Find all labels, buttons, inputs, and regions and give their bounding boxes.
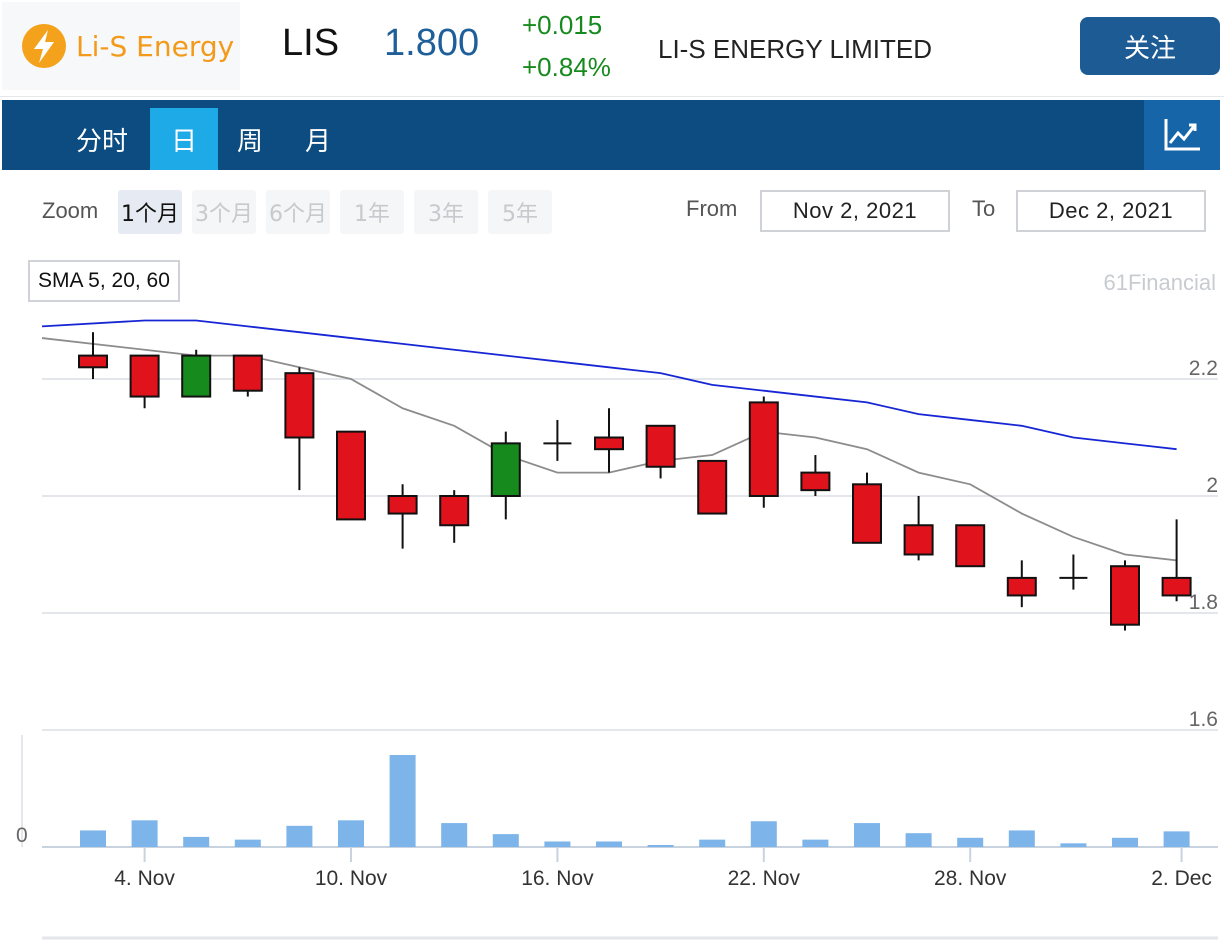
candle-body (336, 430, 366, 521)
candle-body (1006, 576, 1037, 597)
volume-bar (750, 821, 777, 847)
lightning-icon (22, 24, 66, 68)
indicator-label: SMA 5, 20, 60 (28, 260, 180, 302)
volume-bar (544, 841, 571, 847)
volume-bar (492, 834, 519, 847)
period-tabs-bar: 分时 日 周 月 (2, 100, 1220, 170)
volume-bar (389, 755, 416, 847)
y-tick-label: 2.2 (1189, 357, 1218, 380)
logo-text: Li-S Energy (76, 29, 235, 63)
volume-bar (1112, 837, 1138, 847)
zoom-5y-button[interactable]: 5年 (488, 190, 552, 234)
x-tick-label: 4. Nov (114, 867, 175, 890)
candle-body (78, 354, 108, 369)
volume-bar (338, 820, 364, 847)
tab-intraday[interactable]: 分时 (75, 126, 128, 157)
candle-body (1161, 576, 1192, 597)
x-tick-label: 10. Nov (315, 867, 388, 890)
candle-body (594, 436, 624, 451)
tab-daily[interactable]: 日 (150, 108, 218, 170)
zoom-6m-button[interactable]: 6个月 (266, 190, 330, 234)
candle-body (439, 495, 470, 527)
from-label: From (686, 196, 738, 221)
sma-long-line (41, 319, 1177, 451)
candle-body (181, 354, 212, 398)
y-tick-label: 1.8 (1189, 591, 1218, 614)
y-tick-label: 1.6 (1189, 708, 1218, 731)
to-date-input[interactable]: Dec 2, 2021 (1016, 190, 1206, 232)
candle-body (955, 524, 986, 568)
chart-credit: 61Financial (1103, 270, 1216, 295)
zoom-3m-button[interactable]: 3个月 (192, 190, 256, 234)
tab-monthly[interactable]: 月 (304, 126, 331, 157)
volume-bar (699, 839, 726, 847)
volume-bar (905, 833, 932, 847)
sma-short-line (41, 337, 1177, 562)
zoom-1y-button[interactable]: 1年 (340, 190, 404, 234)
volume-bar (802, 839, 829, 847)
to-label: To (972, 196, 996, 221)
ticker-symbol: LIS (282, 22, 340, 64)
candle-body (232, 354, 263, 392)
volume-bar (286, 825, 313, 847)
volume-bar (441, 823, 468, 847)
price-change-percent: +0.84% (522, 52, 611, 82)
x-tick-label: 2. Dec (1151, 867, 1212, 890)
candle-body (1110, 565, 1140, 626)
volume-bar (1008, 830, 1035, 847)
company-name: LI-S ENERGY LIMITED (658, 34, 933, 64)
volume-tick-label: 0 (16, 824, 28, 847)
chart-type-button[interactable] (1144, 100, 1220, 170)
volume-bar (957, 837, 984, 847)
x-tick-label: 22. Nov (728, 867, 801, 890)
candle-body (284, 372, 315, 439)
candle-body (852, 483, 882, 544)
price-change: +0.015 (522, 10, 603, 40)
candle-body (748, 401, 779, 497)
volume-bar (647, 845, 674, 847)
trend-chart-icon (1164, 119, 1200, 151)
zoom-1m-button[interactable]: 1个月 (118, 190, 182, 234)
candle-body (645, 424, 676, 468)
zoom-label: Zoom (42, 198, 99, 223)
volume-bar (183, 836, 210, 847)
zoom-3y-button[interactable]: 3年 (414, 190, 478, 234)
from-date-input[interactable]: Nov 2, 2021 (760, 190, 950, 232)
volume-bar (854, 823, 880, 847)
candle-body (490, 442, 521, 498)
volume-bar (596, 841, 622, 847)
x-tick-label: 16. Nov (521, 867, 594, 890)
last-price: 1.800 (384, 22, 480, 64)
candle-body (800, 471, 831, 492)
candle-body (387, 495, 418, 515)
tab-weekly[interactable]: 周 (236, 126, 263, 157)
volume-bar (234, 839, 261, 847)
volume-bar (131, 820, 158, 847)
company-logo: Li-S Energy (2, 2, 240, 90)
volume-bar (1060, 843, 1087, 847)
volume-bar (1163, 831, 1190, 847)
follow-button[interactable]: 关注 (1080, 17, 1220, 75)
y-tick-label: 2 (1206, 474, 1218, 497)
candle-body (697, 459, 728, 515)
x-tick-label: 28. Nov (934, 867, 1007, 890)
candle-body (903, 524, 934, 556)
candle-body (129, 354, 160, 398)
volume-bar (80, 830, 106, 847)
header-bar: Li-S Energy LIS 1.800 +0.015 +0.84% LI-S… (0, 0, 1224, 97)
